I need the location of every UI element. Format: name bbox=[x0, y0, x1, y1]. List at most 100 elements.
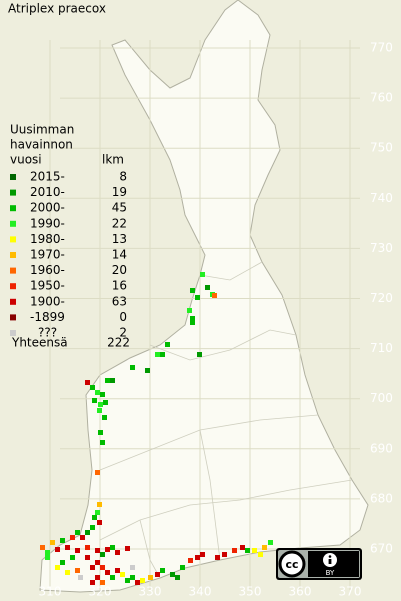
legend-swatch bbox=[10, 283, 16, 290]
occurrence-cells bbox=[40, 272, 273, 585]
occurrence-cell bbox=[70, 555, 75, 560]
finland-outline bbox=[39, 0, 369, 593]
y-axis-label: 670 bbox=[370, 542, 393, 556]
legend-swatch bbox=[10, 252, 16, 258]
x-axis-label: 320 bbox=[89, 585, 112, 599]
cc-icon bbox=[278, 550, 306, 578]
occurrence-cell bbox=[95, 390, 100, 395]
occurrence-cell bbox=[95, 560, 100, 565]
occurrence-cell bbox=[102, 415, 107, 420]
occurrence-cell bbox=[155, 572, 160, 577]
occurrence-cell bbox=[98, 430, 103, 435]
x-axis-label: 330 bbox=[139, 585, 162, 599]
occurrence-cell bbox=[190, 316, 195, 321]
occurrence-cell bbox=[90, 580, 95, 585]
legend-label: 1950- bbox=[30, 279, 65, 293]
legend-total-label: Yhteensä bbox=[11, 336, 68, 350]
occurrence-cell bbox=[78, 575, 83, 580]
occurrence-cell bbox=[140, 578, 145, 583]
occurrence-cell bbox=[85, 555, 90, 560]
occurrence-cell bbox=[75, 568, 80, 573]
occurrence-cell bbox=[212, 293, 217, 298]
occurrence-cell bbox=[215, 555, 220, 560]
occurrence-cell bbox=[170, 572, 175, 577]
occurrence-cell bbox=[92, 398, 97, 403]
occurrence-cell bbox=[97, 502, 102, 507]
occurrence-cell bbox=[100, 580, 105, 585]
occurrence-cell bbox=[258, 552, 263, 557]
legend-label: -1899 bbox=[30, 310, 65, 324]
legend-label: 2010- bbox=[30, 185, 65, 199]
y-axis-label: 750 bbox=[370, 141, 393, 155]
occurrence-cell bbox=[197, 352, 202, 357]
x-axis-label: 310 bbox=[39, 585, 62, 599]
legend-count: 22 bbox=[112, 216, 127, 230]
occurrence-cell bbox=[165, 342, 170, 347]
legend-count: 14 bbox=[112, 248, 127, 262]
occurrence-cell bbox=[95, 575, 100, 580]
legend-label: 2015- bbox=[30, 170, 65, 184]
legend-swatch bbox=[10, 236, 16, 243]
occurrence-cell bbox=[175, 575, 180, 580]
occurrence-cell bbox=[92, 515, 97, 520]
occurrence-cell bbox=[100, 552, 105, 557]
legend-label: 1960- bbox=[30, 263, 65, 277]
legend-count: 45 bbox=[112, 201, 127, 215]
occurrence-cell bbox=[97, 520, 102, 525]
legend-count: 63 bbox=[112, 294, 127, 308]
occurrence-cell bbox=[155, 352, 160, 357]
legend-swatch bbox=[10, 267, 16, 274]
occurrence-cell bbox=[90, 525, 95, 530]
legend-count: 20 bbox=[112, 263, 127, 277]
occurrence-cell bbox=[105, 570, 110, 575]
y-axis-label: 690 bbox=[370, 441, 393, 455]
occurrence-cell bbox=[90, 565, 95, 570]
legend-count: 16 bbox=[112, 279, 127, 293]
occurrence-cell bbox=[115, 550, 120, 555]
occurrence-cell bbox=[232, 548, 237, 553]
occurrence-cell bbox=[120, 572, 125, 577]
occurrence-cell bbox=[98, 402, 103, 407]
occurrence-cell bbox=[100, 440, 105, 445]
occurrence-cell bbox=[90, 385, 95, 390]
region-borders bbox=[99, 261, 353, 579]
occurrence-cell bbox=[240, 545, 245, 550]
occurrence-cell bbox=[148, 575, 153, 580]
legend-swatch bbox=[10, 189, 16, 196]
occurrence-cell bbox=[188, 558, 193, 563]
by-icon-head bbox=[328, 555, 332, 558]
legend-label: 1900- bbox=[30, 294, 65, 308]
cc-text: cc bbox=[285, 558, 298, 571]
occurrence-cell bbox=[75, 548, 80, 553]
legend-count: 0 bbox=[119, 310, 127, 324]
occurrence-cell bbox=[222, 552, 227, 557]
legend-swatch bbox=[10, 298, 16, 305]
x-axis-label: 340 bbox=[189, 585, 212, 599]
occurrence-cell bbox=[85, 545, 90, 550]
legend-count: 2 bbox=[119, 326, 127, 340]
occurrence-cell bbox=[110, 545, 115, 550]
occurrence-cell bbox=[100, 565, 105, 570]
legend-heading: vuosi bbox=[10, 153, 42, 167]
legend-heading: Uusimman bbox=[10, 123, 74, 137]
legend-count: 8 bbox=[119, 170, 127, 184]
occurrence-cell bbox=[60, 538, 65, 543]
legend-label: 2000- bbox=[30, 201, 65, 215]
occurrence-cell bbox=[110, 575, 115, 580]
legend-swatch bbox=[10, 174, 16, 180]
occurrence-cell bbox=[55, 565, 60, 570]
occurrence-cell bbox=[268, 540, 273, 545]
occurrence-cell bbox=[95, 510, 100, 515]
occurrence-cell bbox=[205, 285, 210, 290]
occurrence-cell bbox=[95, 470, 100, 475]
occurrence-cell bbox=[252, 548, 257, 553]
y-axis-label: 720 bbox=[370, 291, 393, 305]
y-axis-label: 680 bbox=[370, 491, 393, 505]
occurrence-cell bbox=[180, 565, 185, 570]
x-axis-label: 370 bbox=[339, 585, 362, 599]
occurrence-cell bbox=[55, 547, 60, 552]
occurrence-cell bbox=[135, 580, 140, 585]
occurrence-cell bbox=[50, 540, 55, 545]
occurrence-cell bbox=[125, 546, 130, 551]
